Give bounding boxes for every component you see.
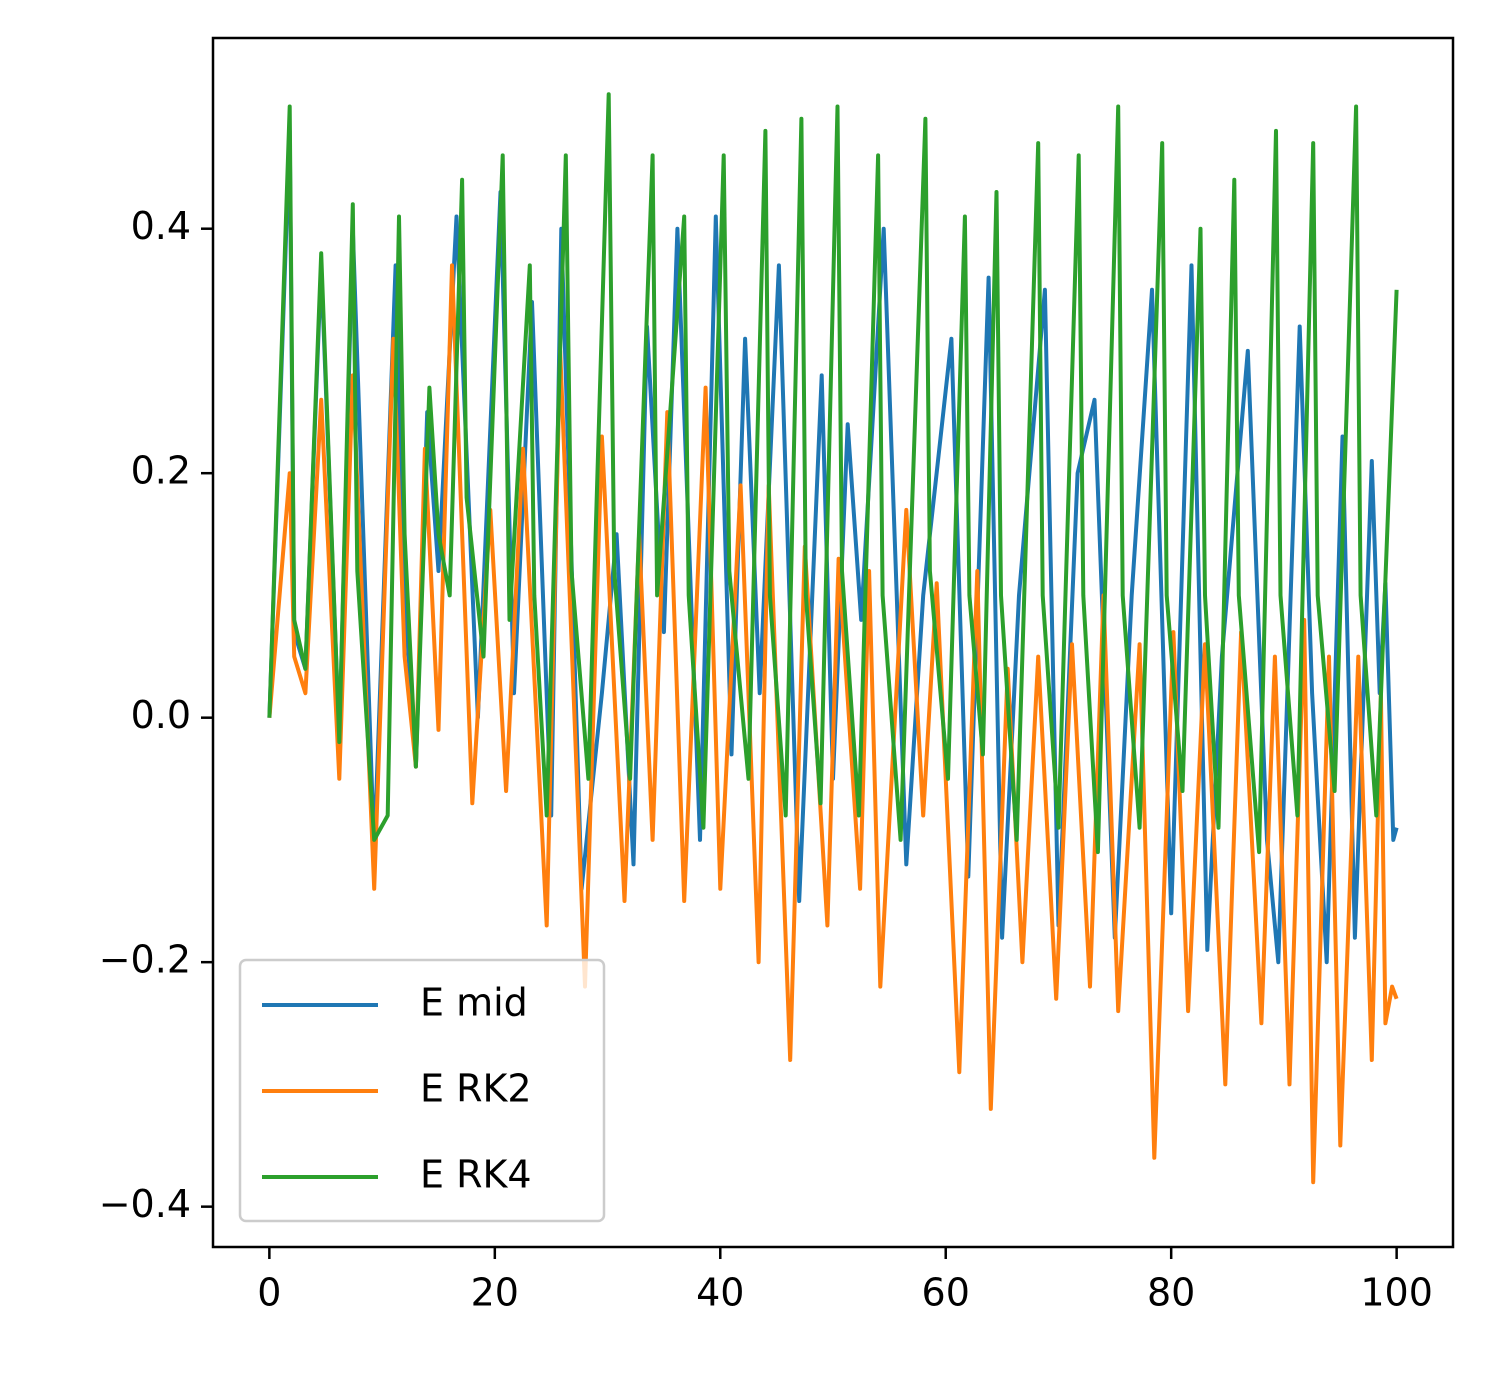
x-tick-label: 20 — [471, 1271, 519, 1315]
y-tick-label: 0.0 — [131, 693, 191, 737]
y-tick-label: −0.4 — [99, 1182, 191, 1226]
y-tick-label: −0.2 — [99, 938, 191, 982]
x-tick-label: 40 — [696, 1271, 744, 1315]
y-tick-label: 0.4 — [131, 204, 191, 248]
legend-label: E RK4 — [420, 1153, 532, 1197]
x-tick-label: 80 — [1147, 1271, 1195, 1315]
series-line — [267, 92, 1399, 855]
x-tick-label: 0 — [257, 1271, 281, 1315]
x-tick-label: 100 — [1360, 1271, 1433, 1315]
y-tick-label: 0.2 — [131, 449, 191, 493]
legend-box — [238, 958, 606, 1223]
legend-label: E mid — [420, 981, 528, 1025]
legend-label: E RK2 — [420, 1067, 532, 1111]
x-tick-label: 60 — [922, 1271, 970, 1315]
series-line — [267, 263, 1399, 1185]
plot-frame — [211, 36, 1455, 1249]
